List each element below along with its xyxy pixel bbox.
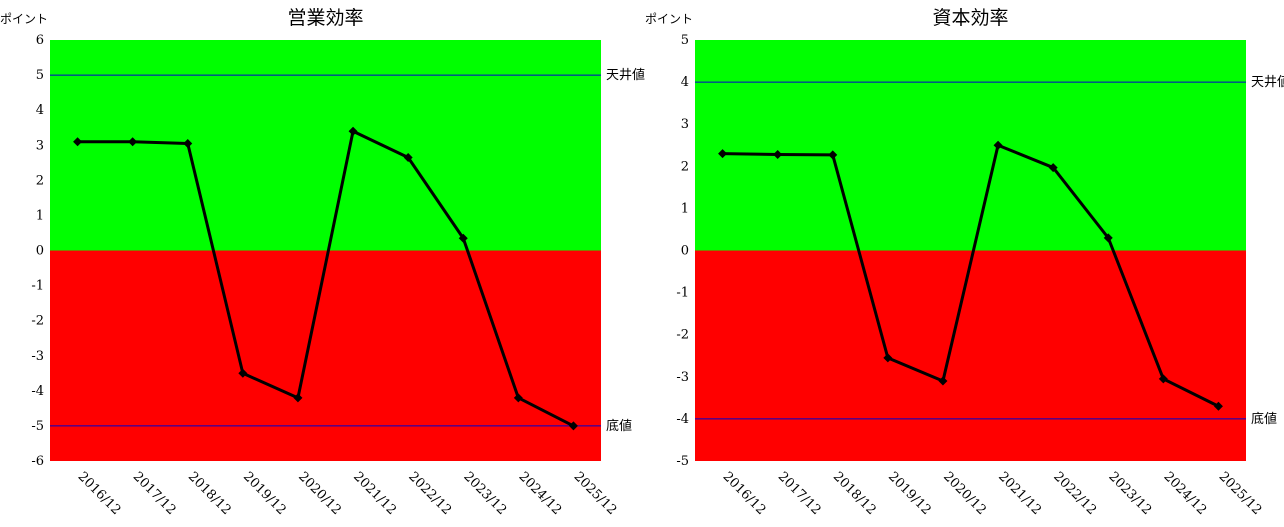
x-tick-label: 2020/12 [295, 469, 344, 518]
data-point [568, 421, 578, 431]
x-tick-label: 2017/12 [775, 469, 824, 518]
ceiling-label: 天井値 [606, 67, 645, 83]
y-tick-label: -2 [31, 314, 44, 329]
data-point [1103, 233, 1113, 243]
y-tick-label: 5 [36, 68, 44, 83]
y-tick-label: -5 [676, 454, 689, 469]
y-tick-label: 4 [36, 103, 44, 118]
x-tick-label: 2023/12 [1105, 469, 1154, 518]
series-line [77, 129, 575, 428]
y-tick-label: 1 [681, 201, 689, 216]
data-point [773, 150, 783, 160]
y-tick-label: 6 [36, 33, 44, 48]
data-point [1158, 374, 1168, 384]
data-point [128, 137, 138, 147]
y-tick-label: -1 [676, 286, 689, 301]
data-point [828, 150, 838, 160]
data-point [993, 140, 1003, 150]
x-tick-label: 2017/12 [130, 469, 179, 518]
data-point [348, 126, 358, 136]
data-point [1213, 401, 1223, 411]
x-tick-label: 2024/12 [1161, 469, 1210, 518]
series-line [722, 143, 1220, 408]
y-tick-label: 1 [36, 208, 44, 223]
data-point [403, 153, 413, 163]
x-tick-label: 2016/12 [720, 469, 769, 518]
y-tick-label: 2 [681, 159, 689, 174]
x-tick-label: 2022/12 [405, 469, 454, 518]
ceiling-label: 天井値 [1251, 74, 1284, 90]
x-tick-label: 2025/12 [1216, 469, 1265, 518]
y-axis-unit: ポイント [645, 12, 693, 26]
data-point [883, 353, 893, 363]
data-point [238, 368, 248, 378]
data-point [183, 138, 193, 148]
y-tick-label: 5 [681, 33, 689, 48]
x-tick-label: 2019/12 [240, 469, 289, 518]
y-axis-unit: ポイント [0, 12, 48, 26]
y-tick-label: 2 [36, 173, 44, 188]
y-tick-label: -2 [676, 328, 689, 343]
x-tick-label: 2018/12 [830, 469, 879, 518]
x-tick-label: 2020/12 [940, 469, 989, 518]
y-tick-label: -4 [676, 412, 689, 427]
y-tick-label: -4 [31, 384, 44, 399]
data-point [513, 393, 523, 403]
y-tick-label: -6 [31, 454, 44, 469]
y-tick-label: 0 [681, 244, 689, 259]
x-tick-label: 2018/12 [185, 469, 234, 518]
y-tick-label: -1 [31, 279, 44, 294]
negative-zone [50, 250, 601, 461]
y-tick-label: 4 [681, 75, 689, 90]
chart-title: 資本効率 [932, 7, 1008, 29]
x-tick-label: 2025/12 [571, 469, 620, 518]
floor-label: 底値 [606, 418, 632, 434]
data-point [718, 149, 728, 159]
y-tick-label: 3 [681, 117, 689, 132]
x-tick-label: 2016/12 [75, 469, 124, 518]
data-point [1048, 163, 1058, 173]
y-tick-label: 0 [36, 244, 44, 259]
x-tick-label: 2024/12 [516, 469, 565, 518]
data-point [458, 233, 468, 243]
x-tick-label: 2021/12 [995, 469, 1044, 518]
x-tick-label: 2021/12 [350, 469, 399, 518]
chart-title: 営業効率 [287, 7, 363, 29]
y-tick-label: -5 [31, 419, 44, 434]
data-point [293, 393, 303, 403]
floor-label: 底値 [1251, 411, 1277, 427]
y-tick-label: -3 [31, 349, 44, 364]
x-tick-label: 2022/12 [1050, 469, 1099, 518]
x-tick-label: 2023/12 [460, 469, 509, 518]
x-tick-label: 2019/12 [885, 469, 934, 518]
data-point [938, 376, 948, 386]
y-tick-label: -3 [676, 370, 689, 385]
data-point [73, 137, 83, 147]
positive-zone [695, 40, 1246, 251]
negative-zone [695, 250, 1246, 461]
y-tick-label: 3 [36, 138, 44, 153]
